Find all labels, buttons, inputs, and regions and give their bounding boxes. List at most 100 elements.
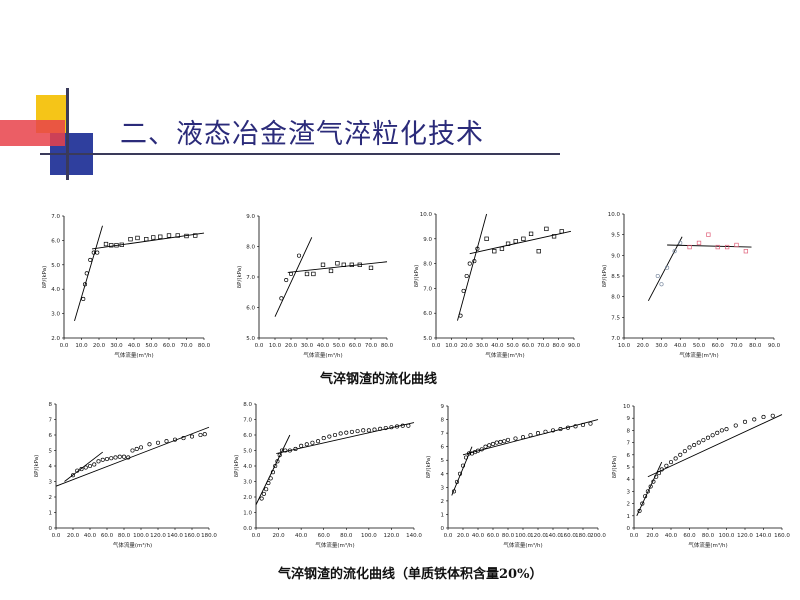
data-point bbox=[335, 261, 340, 266]
x-axis-label: 气体流量(m³/h) bbox=[315, 541, 354, 549]
x-tick-label: 20.0 bbox=[93, 343, 106, 349]
data-point bbox=[287, 448, 292, 453]
data-point bbox=[706, 232, 711, 237]
y-tick-label: 3 bbox=[627, 489, 631, 495]
y-tick-label: 6 bbox=[441, 445, 445, 451]
data-point bbox=[158, 234, 163, 239]
x-tick-label: 0.0 bbox=[630, 533, 639, 539]
y-tick-label: 3 bbox=[49, 480, 53, 486]
data-point bbox=[513, 239, 518, 244]
title-decoration bbox=[0, 88, 560, 180]
x-tick-label: 90.0 bbox=[768, 343, 781, 349]
data-point bbox=[328, 268, 334, 274]
data-point bbox=[761, 414, 766, 420]
data-point bbox=[296, 253, 302, 258]
fit-line bbox=[287, 261, 388, 273]
x-tick-label: 100.0 bbox=[133, 533, 149, 539]
x-tick-label: 40.0 bbox=[491, 343, 504, 349]
y-tick-label: 6 bbox=[49, 433, 53, 439]
data-point bbox=[344, 430, 349, 435]
y-tick-label: 7.0 bbox=[246, 275, 255, 281]
data-point bbox=[505, 241, 511, 246]
x-tick-label: 60.0 bbox=[522, 343, 535, 349]
x-tick-label: 80.0 bbox=[553, 343, 566, 349]
x-tick-label: 80.0 bbox=[502, 533, 515, 539]
x-tick-label: 80.0 bbox=[118, 533, 131, 539]
y-tick-label: 1.0 bbox=[243, 511, 252, 517]
x-tick-label: 40.0 bbox=[665, 533, 678, 539]
data-point bbox=[543, 429, 548, 434]
data-point bbox=[95, 250, 100, 255]
data-point bbox=[654, 474, 659, 479]
x-tick-label: 60.0 bbox=[318, 533, 331, 539]
y-tick-label: 0 bbox=[627, 526, 631, 532]
x-tick-label: 50.0 bbox=[507, 343, 520, 349]
data-point bbox=[724, 427, 729, 432]
data-point bbox=[513, 436, 518, 441]
y-tick-label: 2.0 bbox=[243, 495, 252, 501]
data-point bbox=[640, 501, 645, 506]
x-tick-label: 60.0 bbox=[683, 533, 696, 539]
data-point bbox=[273, 463, 278, 469]
data-point bbox=[121, 454, 127, 459]
data-point bbox=[472, 259, 477, 264]
data-point bbox=[310, 440, 315, 445]
data-point bbox=[715, 244, 720, 250]
x-tick-label: 10.0 bbox=[618, 343, 631, 349]
fit-line bbox=[64, 451, 104, 482]
y-tick-label: 8.0 bbox=[423, 262, 432, 268]
data-point bbox=[184, 233, 189, 239]
x-tick-label: 50.0 bbox=[333, 343, 346, 349]
data-point bbox=[100, 457, 105, 462]
data-point bbox=[79, 467, 84, 472]
x-tick-label: 70.0 bbox=[180, 343, 193, 349]
y-tick-label: 7.0 bbox=[51, 214, 60, 220]
data-point bbox=[464, 273, 469, 279]
y-tick-label: 4.0 bbox=[243, 464, 252, 470]
y-tick-label: 1 bbox=[49, 511, 53, 517]
x-tick-label: 160.0 bbox=[560, 533, 576, 539]
y-axis-label: δP/(kPa) bbox=[42, 266, 48, 288]
y-tick-label: 9.0 bbox=[611, 253, 620, 259]
y-tick-label: 4 bbox=[49, 464, 53, 470]
data-point bbox=[743, 249, 749, 254]
data-point bbox=[484, 236, 489, 241]
x-tick-label: 120.0 bbox=[150, 533, 166, 539]
data-point bbox=[357, 262, 362, 267]
chart-3: 0.0 10.0 20.0 30.0 40.0 50.0 60.0 70.0 80.0 90.05… bbox=[414, 212, 581, 359]
x-tick-label: 40.0 bbox=[472, 533, 485, 539]
y-tick-label: 7 bbox=[49, 418, 53, 424]
data-point bbox=[304, 442, 309, 447]
data-point bbox=[672, 249, 677, 254]
y-tick-label: 9 bbox=[441, 404, 445, 410]
data-point bbox=[696, 440, 701, 445]
data-point bbox=[466, 451, 472, 456]
x-axis-label: 气体流量(m³/h) bbox=[485, 351, 524, 359]
x-tick-label: 180.0 bbox=[575, 533, 591, 539]
x-tick-label: 30.0 bbox=[110, 343, 123, 349]
y-tick-label: 8 bbox=[49, 402, 53, 408]
data-point bbox=[113, 455, 118, 460]
data-point bbox=[198, 432, 203, 438]
chart-5: 0.0 20.0 40.0 60.0 80.0 100.0 120.0 140.0 160.0 1… bbox=[34, 402, 217, 549]
chart-8: 0.0 20.0 40.0 60.0 80.0 100.0 120.0 140.0 160.0 0… bbox=[612, 404, 790, 549]
x-tick-label: 80.0 bbox=[198, 343, 211, 349]
y-tick-label: 9.5 bbox=[611, 233, 620, 239]
y-tick-label: 6.0 bbox=[423, 311, 432, 317]
data-point bbox=[479, 447, 484, 452]
data-point bbox=[648, 484, 653, 489]
y-tick-label: 6.0 bbox=[51, 238, 60, 244]
data-point bbox=[701, 438, 706, 443]
data-point bbox=[259, 496, 264, 501]
data-point bbox=[734, 242, 739, 248]
x-tick-label: 180.0 bbox=[201, 533, 217, 539]
data-point bbox=[451, 489, 457, 494]
y-axis-label: δP/(kPa) bbox=[602, 265, 608, 287]
x-tick-label: 40.0 bbox=[84, 533, 97, 539]
x-tick-label: 80.0 bbox=[340, 533, 353, 539]
data-point bbox=[83, 465, 88, 470]
data-point bbox=[498, 439, 503, 444]
y-tick-label: 2 bbox=[441, 499, 445, 505]
data-point bbox=[266, 481, 271, 486]
y-tick-label: 8.0 bbox=[243, 402, 252, 408]
